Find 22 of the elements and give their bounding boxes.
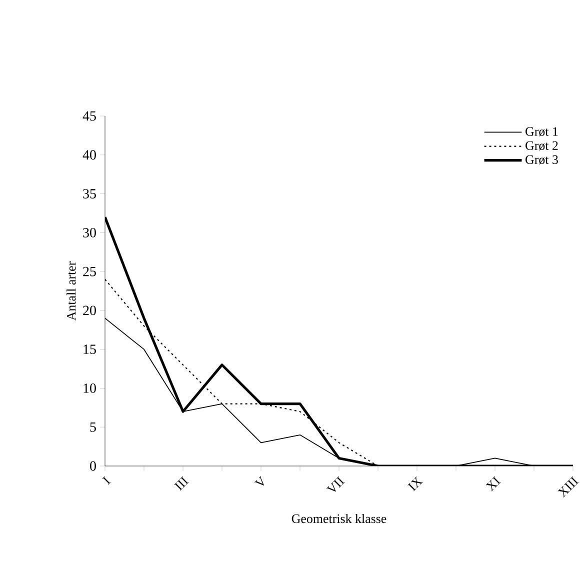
x-axis-title: Geometrisk klasse <box>292 514 386 524</box>
x-tick-label: III <box>174 476 189 491</box>
x-tick-label: IX <box>408 476 423 492</box>
y-tick-label: 25 <box>83 266 96 276</box>
legend-label: Grøt 1 <box>526 127 558 136</box>
x-tick-label: XI <box>486 476 501 492</box>
x-tick-label: VII <box>326 476 345 492</box>
x-tick-label: I <box>102 476 111 485</box>
y-tick-label: 35 <box>83 189 96 198</box>
y-tick-label: 10 <box>84 384 96 393</box>
legend-label: Grøt 2 <box>526 141 558 150</box>
y-tick-label: 30 <box>83 228 96 238</box>
x-tick-label: XIII <box>558 476 579 498</box>
y-tick-label: 20 <box>83 306 96 316</box>
legend-label: Grøt 3 <box>526 155 558 164</box>
x-tick-label: V <box>254 476 264 486</box>
y-axis-title: Antall arter <box>66 261 76 321</box>
y-tick-label: 45 <box>82 111 96 121</box>
y-tick-label: 40 <box>82 150 96 160</box>
y-tick-label: 5 <box>90 422 96 432</box>
y-tick-label: 0 <box>90 461 96 471</box>
y-tick-label: 15 <box>84 344 96 354</box>
